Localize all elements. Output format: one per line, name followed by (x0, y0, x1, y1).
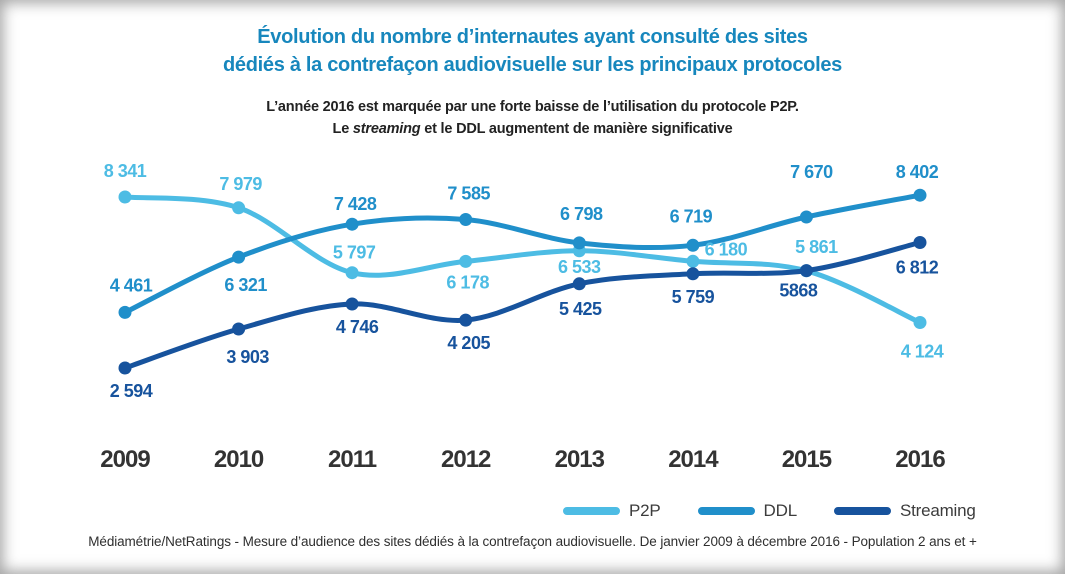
ddl-point-2010 (232, 250, 246, 264)
p2p-value-label-2015: 5 861 (795, 237, 838, 257)
x-axis-label-2016: 2016 (895, 446, 945, 473)
ddl-value-label-2012: 7 585 (447, 184, 490, 204)
ddl-value-label-2010: 6 321 (224, 275, 267, 295)
ddl-point-2009 (118, 305, 132, 319)
p2p-value-label-2009: 8 341 (104, 161, 147, 181)
chart-title-line1: Évolution du nombre d’internautes ayant … (257, 26, 808, 48)
streaming-point-2015 (799, 264, 813, 278)
streaming-point-2011 (345, 297, 359, 311)
x-axis-label-2014: 2014 (668, 446, 719, 473)
streaming-legend-label: Streaming (899, 501, 976, 520)
p2p-value-label-2014: 6 180 (705, 239, 748, 259)
p2p-value-label-2011: 5 797 (333, 243, 376, 263)
p2p-point-2012 (459, 254, 473, 268)
p2p-value-label-2012: 6 178 (446, 272, 489, 292)
streaming-legend-swatch (833, 507, 891, 515)
streaming-value-label-2010: 3 903 (226, 347, 269, 367)
streaming-value-label-2011: 4 746 (336, 317, 379, 337)
p2p-point-2014 (686, 254, 700, 268)
streaming-point-2013 (572, 277, 586, 291)
ddl-value-label-2009: 4 461 (110, 275, 153, 295)
ddl-point-2013 (572, 236, 586, 250)
source-note: Médiamétrie/NetRatings - Mesure d’audien… (88, 534, 977, 549)
ddl-point-2011 (345, 217, 359, 231)
streaming-point-2012 (459, 313, 473, 327)
streaming-value-label-2009: 2 594 (110, 381, 153, 401)
chart-legend: P2P DDL Streaming (563, 501, 976, 521)
p2p-value-label-2013: 6 533 (558, 257, 601, 277)
x-axis-label-2010: 2010 (214, 446, 264, 473)
streaming-value-label-2016: 6 812 (896, 258, 939, 278)
p2p-point-2011 (345, 266, 359, 280)
legend-item-ddl: DDL (697, 501, 798, 521)
streaming-value-label-2012: 4 205 (447, 333, 490, 353)
ddl-value-label-2016: 8 402 (896, 162, 939, 182)
ddl-value-label-2013: 6 798 (560, 204, 603, 224)
p2p-point-2010 (232, 201, 246, 215)
ddl-point-2015 (799, 210, 813, 224)
ddl-value-label-2011: 7 428 (334, 194, 377, 214)
subtitle-prefix: Le (332, 121, 353, 137)
p2p-value-label-2010: 7 979 (219, 174, 262, 194)
subtitle-italic-word: streaming (352, 121, 421, 137)
p2p-point-2016 (913, 316, 927, 329)
x-axis-label-2009: 2009 (100, 446, 150, 473)
ddl-point-2016 (913, 188, 927, 202)
chart-subtitle: L’année 2016 est marquée par une forte b… (0, 96, 1065, 140)
streaming-point-2014 (686, 267, 700, 281)
p2p-point-2009 (118, 190, 132, 204)
p2p-legend-swatch (563, 507, 620, 515)
x-axis-label-2012: 2012 (441, 446, 491, 473)
ddl-value-label-2015: 7 670 (790, 162, 833, 182)
streaming-point-2010 (232, 322, 246, 336)
p2p-value-label-2016: 4 124 (901, 342, 944, 362)
streaming-value-label-2013: 5 425 (559, 299, 602, 319)
p2p-legend-label: P2P (629, 501, 661, 520)
streaming-point-2009 (118, 361, 132, 375)
ddl-legend-label: DDL (763, 501, 798, 520)
chart-title: Évolution du nombre d’internautes ayant … (0, 23, 1065, 79)
chart-subtitle-line2: Le streaming et le DDL augmentent de man… (0, 118, 1065, 140)
legend-item-streaming: Streaming (833, 501, 976, 521)
x-axis-label-2015: 2015 (782, 446, 832, 473)
ddl-value-label-2014: 6 719 (670, 206, 713, 226)
subtitle-suffix: et le DDL augmentent de manière signific… (420, 121, 733, 137)
ddl-point-2014 (686, 238, 700, 252)
x-axis-label-2011: 2011 (328, 446, 377, 473)
chart-title-line2: dédiés à la contrefaçon audiovisuelle su… (223, 54, 842, 76)
ddl-legend-swatch (697, 507, 755, 515)
legend-item-p2p: P2P (563, 501, 661, 521)
streaming-value-label-2015: 5868 (779, 281, 818, 301)
streaming-value-label-2014: 5 759 (672, 287, 715, 307)
x-axis-label-2013: 2013 (555, 446, 605, 473)
streaming-point-2016 (913, 236, 927, 249)
ddl-point-2012 (459, 213, 473, 226)
chart-subtitle-line1: L’année 2016 est marquée par une forte b… (266, 99, 799, 115)
